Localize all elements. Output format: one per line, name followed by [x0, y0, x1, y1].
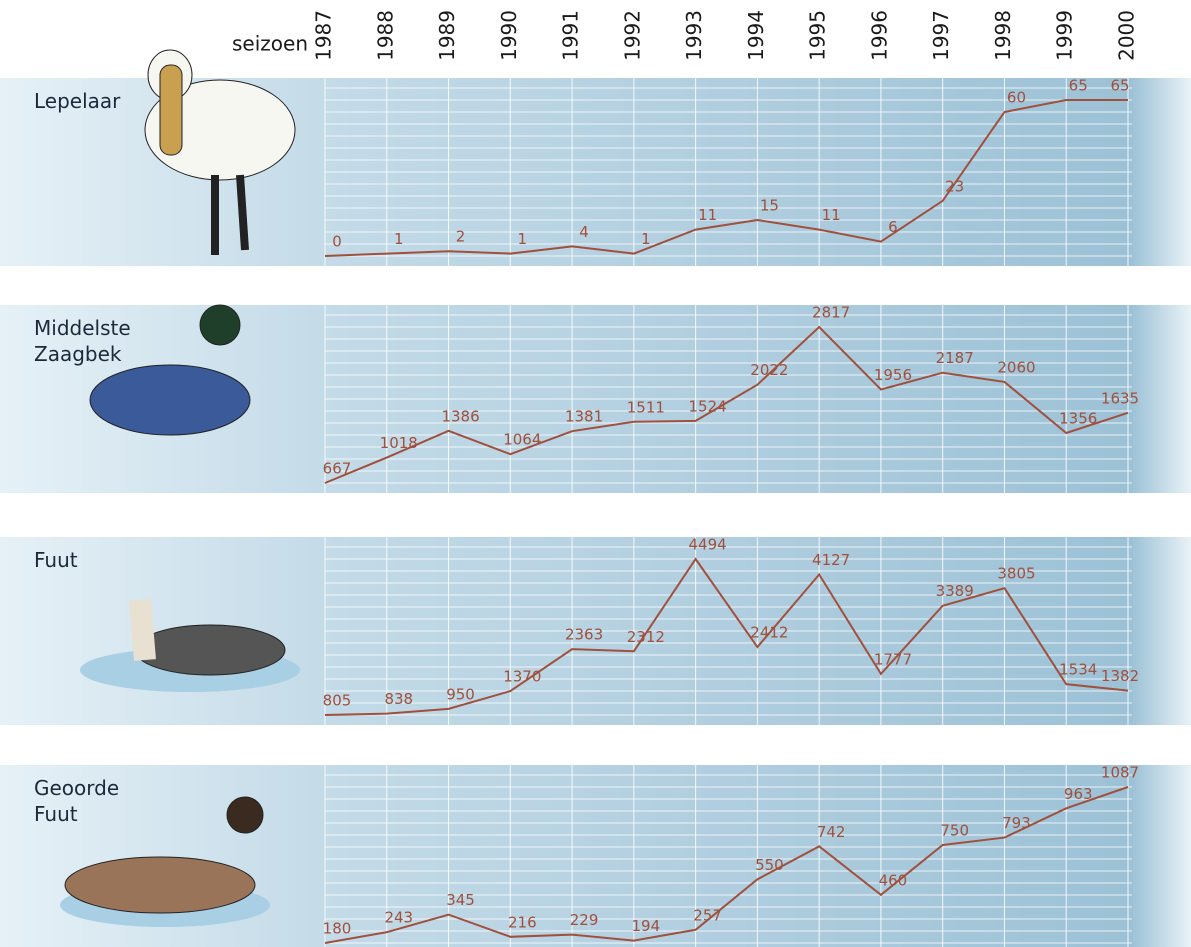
x-tick-label: 1990 — [497, 10, 521, 61]
data-label: 950 — [446, 685, 475, 703]
line — [324, 99, 1128, 257]
data-label: 3805 — [997, 565, 1035, 583]
data-label: 742 — [817, 823, 846, 841]
data-label: 1635 — [1101, 389, 1139, 407]
x-tick-label: 1989 — [435, 10, 459, 61]
data-label: 1386 — [441, 407, 479, 425]
bird-head — [199, 304, 241, 346]
line — [324, 557, 1129, 716]
data-label: 11 — [822, 206, 841, 224]
x-tick-label: 1995 — [806, 10, 830, 61]
panel-title: Lepelaar — [34, 89, 121, 113]
data-label: 2022 — [750, 361, 788, 379]
panel-title: Geoorde Fuut — [34, 776, 126, 826]
x-tick-label: 2000 — [1115, 10, 1139, 61]
data-label: 243 — [384, 909, 413, 927]
data-label: 550 — [755, 856, 784, 874]
x-tick-label: 1993 — [682, 10, 706, 61]
data-label: 65 — [1110, 77, 1129, 95]
x-tick-label: 1987 — [312, 10, 336, 61]
bird-body — [64, 856, 256, 914]
data-label: 2187 — [936, 349, 974, 367]
data-label: 23 — [945, 177, 964, 195]
data-label: 793 — [1002, 814, 1031, 832]
data-label: 345 — [446, 891, 475, 909]
data-label: 1018 — [380, 434, 418, 452]
data-label: 1064 — [503, 431, 541, 449]
x-tick-label: 1991 — [559, 10, 583, 61]
data-label: 6 — [888, 218, 898, 236]
data-label: 750 — [940, 821, 969, 839]
x-tick-label: 1996 — [867, 10, 891, 61]
x-tick-label: 1994 — [744, 10, 768, 61]
x-tick-label: 1997 — [929, 10, 953, 61]
data-label: 4 — [579, 223, 589, 241]
data-label: 1 — [394, 230, 404, 248]
data-label: 1524 — [689, 397, 727, 415]
data-label: 4127 — [812, 551, 850, 569]
data-label: 60 — [1007, 89, 1026, 107]
data-label: 194 — [632, 917, 661, 935]
data-label: 216 — [508, 913, 537, 931]
illustrations — [60, 49, 300, 927]
data-label: 2817 — [812, 304, 850, 322]
data-label: 1370 — [503, 668, 541, 686]
data-label: 460 — [879, 871, 908, 889]
data-label: 1381 — [565, 408, 603, 426]
bird-body — [89, 364, 251, 436]
data-label: 1534 — [1059, 661, 1097, 679]
bird-neck — [129, 599, 156, 661]
bird-head — [226, 796, 264, 834]
data-label: 1087 — [1101, 764, 1139, 782]
data-label: 2363 — [565, 626, 603, 644]
panel-title: Middelste Zaagbek — [34, 316, 137, 366]
data-label: 2312 — [627, 628, 665, 646]
data-label: 3389 — [936, 582, 974, 600]
data-label: 0 — [332, 233, 342, 251]
x-axis-label: seizoen — [232, 32, 308, 56]
data-label: 2 — [456, 228, 466, 246]
data-label: 15 — [760, 197, 779, 215]
bird-legs — [211, 174, 249, 255]
x-tick-label: 1998 — [991, 10, 1015, 61]
data-label: 1777 — [874, 650, 912, 668]
line — [324, 325, 1129, 484]
bird-body — [134, 624, 286, 676]
data-label: 229 — [570, 911, 599, 929]
bird-bill — [159, 64, 183, 156]
data-label: 180 — [323, 920, 352, 938]
data-label: 11 — [698, 206, 717, 224]
line — [324, 786, 1129, 944]
data-label: 838 — [384, 690, 413, 708]
data-label: 1356 — [1059, 410, 1097, 428]
data-label: 4494 — [689, 536, 727, 554]
data-label: 1 — [518, 230, 528, 248]
panel-title: Fuut — [34, 548, 78, 572]
data-label: 805 — [323, 692, 352, 710]
data-label: 1382 — [1101, 667, 1139, 685]
data-label: 1 — [641, 230, 651, 248]
data-label: 2060 — [997, 358, 1035, 376]
data-label: 667 — [323, 460, 352, 478]
data-label: 1511 — [627, 398, 665, 416]
data-label: 257 — [693, 906, 722, 924]
x-tick-label: 1988 — [373, 10, 397, 61]
data-label: 65 — [1069, 77, 1088, 95]
x-tick-label: 1999 — [1053, 10, 1077, 61]
data-label: 2412 — [750, 624, 788, 642]
data-label: 1956 — [874, 366, 912, 384]
x-tick-label: 1992 — [620, 10, 644, 61]
data-label: 963 — [1064, 785, 1093, 803]
